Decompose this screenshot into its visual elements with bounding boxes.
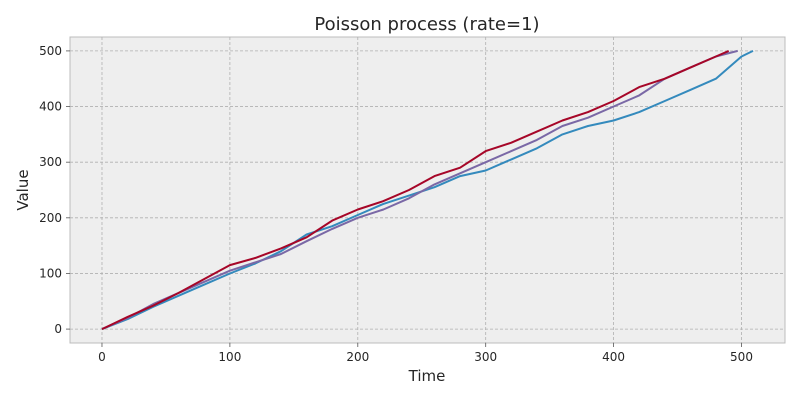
x-tick-label: 500 [730, 350, 753, 364]
series-layer [101, 49, 754, 331]
series-line-3 [101, 49, 730, 331]
y-tick-label: 0 [54, 322, 62, 336]
series-line-2 [101, 49, 738, 331]
x-tick-label: 300 [474, 350, 497, 364]
y-ticks: 0 100 200 300 400 500 [39, 44, 70, 336]
x-tick-label: 0 [98, 350, 106, 364]
x-tick-label: 100 [218, 350, 241, 364]
x-tick-label: 400 [602, 350, 625, 364]
x-axis-label: Time [408, 367, 446, 385]
y-tick-label: 100 [39, 266, 62, 280]
y-tick-label: 400 [39, 100, 62, 114]
y-tick-label: 300 [39, 155, 62, 169]
y-tick-label: 500 [39, 44, 62, 58]
x-ticks: 0 100 200 300 400 500 [98, 343, 753, 364]
y-axis-label: Value [14, 169, 32, 210]
y-tick-label: 200 [39, 211, 62, 225]
series-line-1 [101, 50, 754, 331]
x-tick-label: 200 [346, 350, 369, 364]
grid [70, 37, 785, 343]
chart-title: Poisson process (rate=1) [314, 14, 539, 35]
